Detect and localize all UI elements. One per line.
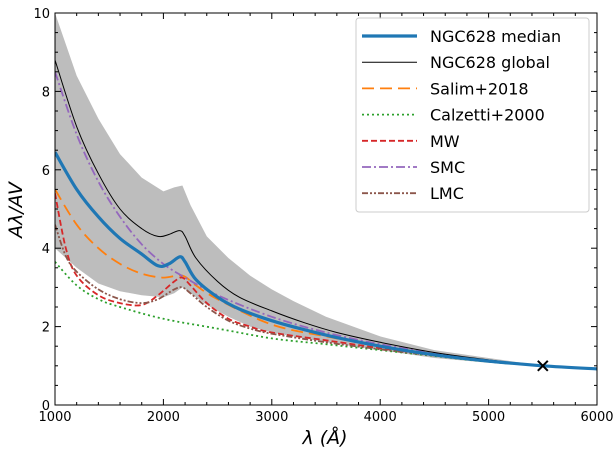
markers-group bbox=[537, 360, 549, 372]
legend-box bbox=[355, 17, 590, 213]
ticks-group bbox=[54, 12, 598, 406]
y-tick-label: 4 bbox=[42, 242, 50, 257]
x-tick-label: 4000 bbox=[364, 410, 397, 425]
y-tick-label: 6 bbox=[42, 164, 50, 179]
legend-label-mw: MW bbox=[430, 132, 460, 151]
x-axis-title: λ (Å) bbox=[301, 426, 347, 449]
series-line-calzetti-2000 bbox=[55, 261, 597, 370]
tick-labels-group: 1000 2000 3000 4000 5000 6000 0 2 4 6 8 10 bbox=[33, 7, 613, 425]
legend-label-lmc: LMC bbox=[430, 184, 464, 203]
series-line-ngc628-median bbox=[55, 151, 597, 371]
legend-label-ngc628-median: NGC628 median bbox=[430, 27, 561, 46]
x-tick-label: 6000 bbox=[580, 410, 613, 425]
legend-label-salim-2018: Salim+2018 bbox=[430, 79, 529, 98]
reference-marker bbox=[537, 360, 549, 372]
legend-label-smc: SMC bbox=[430, 158, 465, 177]
x-tick-label: 5000 bbox=[472, 410, 505, 425]
y-tick-label: 0 bbox=[42, 399, 50, 414]
x-tick-label: 1000 bbox=[38, 410, 71, 425]
legend-label-calzetti-2000: Calzetti+2000 bbox=[430, 106, 545, 125]
legend: NGC628 median NGC628 global Salim+2018 Calz… bbox=[355, 17, 590, 213]
series-line-ngc628-global bbox=[55, 59, 597, 370]
y-tick-label: 10 bbox=[33, 7, 50, 22]
y-axis-title: Aλ/AV bbox=[5, 180, 27, 240]
y-tick-label: 2 bbox=[42, 321, 50, 336]
y-tick-label: 8 bbox=[42, 85, 50, 100]
x-tick-label: 3000 bbox=[255, 410, 288, 425]
series-lines-group bbox=[55, 59, 597, 371]
legend-label-ngc628-global: NGC628 global bbox=[430, 53, 550, 72]
x-tick-label: 2000 bbox=[147, 410, 180, 425]
